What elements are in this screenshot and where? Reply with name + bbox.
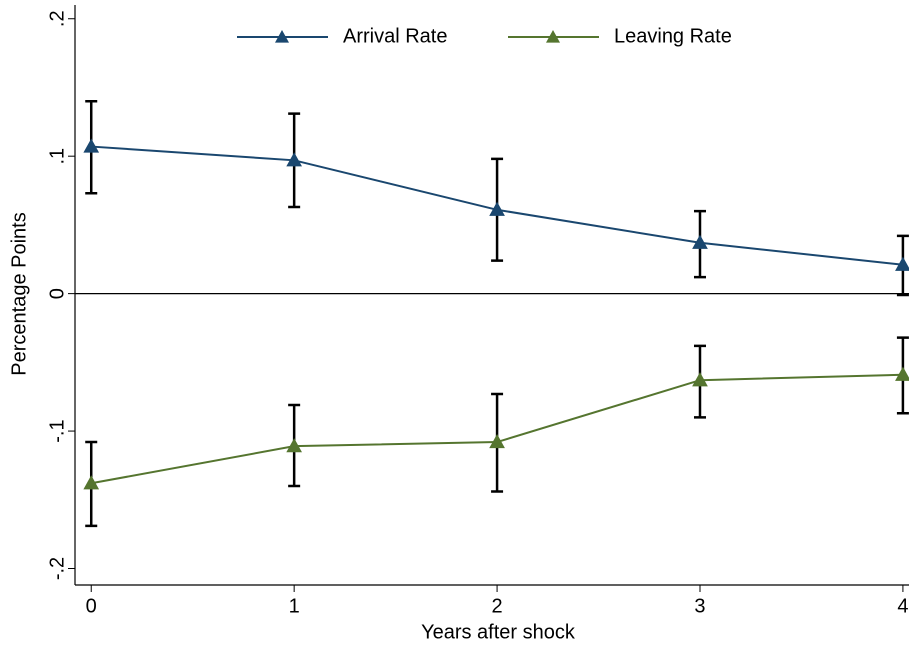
y-tick-label: .1 xyxy=(46,148,68,165)
y-tick-label: -.1 xyxy=(46,419,68,442)
marker xyxy=(692,372,708,387)
x-axis-label: Years after shock xyxy=(421,621,576,643)
x-tick-label: 3 xyxy=(694,595,705,617)
marker xyxy=(489,434,505,449)
marker xyxy=(286,152,303,167)
legend-label: Leaving Rate xyxy=(614,25,732,47)
x-tick-label: 2 xyxy=(492,595,503,617)
x-tick-label: 1 xyxy=(289,595,300,617)
marker xyxy=(83,475,100,490)
marker xyxy=(489,201,505,216)
marker xyxy=(692,234,708,249)
marker xyxy=(83,138,100,153)
y-tick-label: .2 xyxy=(46,10,68,27)
legend-marker xyxy=(275,30,289,43)
x-tick-label: 4 xyxy=(897,595,908,617)
y-tick-label: 0 xyxy=(46,288,68,299)
legend-label: Arrival Rate xyxy=(343,25,447,47)
marker xyxy=(286,438,303,453)
legend-marker xyxy=(546,30,560,43)
y-axis-label: Percentage Points xyxy=(8,212,30,375)
marker xyxy=(895,256,909,271)
x-tick-label: 0 xyxy=(86,595,97,617)
marker xyxy=(895,366,909,381)
y-tick-label: -.2 xyxy=(46,557,68,580)
